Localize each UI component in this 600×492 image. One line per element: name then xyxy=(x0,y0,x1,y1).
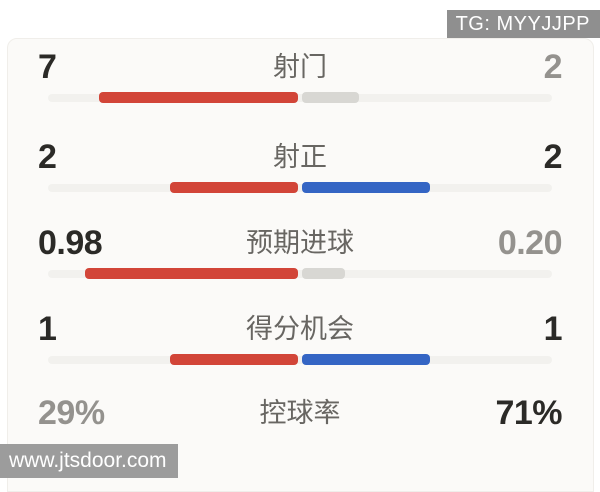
stat-row-shots-on-target: 2 射正 2 xyxy=(0,136,600,200)
stat-label: 控球率 xyxy=(259,398,341,428)
comparison-bar xyxy=(0,182,600,194)
stat-values: 1 得分机会 1 xyxy=(0,308,600,350)
stat-label: 射正 xyxy=(273,142,327,172)
away-bar xyxy=(302,182,430,193)
away-bar xyxy=(302,92,359,103)
bar-track xyxy=(48,270,552,278)
home-bar xyxy=(85,268,298,279)
match-stats-screen: TG: MYYJJPP 7 射门 2 2 射正 2 0.98 预期进球 0.20 xyxy=(0,10,600,492)
home-value: 0.98 xyxy=(38,224,103,262)
away-value: 1 xyxy=(543,310,563,348)
tg-badge: TG: MYYJJPP xyxy=(446,10,600,38)
away-value: 2 xyxy=(543,138,563,176)
stat-values: 2 射正 2 xyxy=(0,136,600,178)
comparison-bar xyxy=(0,268,600,280)
comparison-bar xyxy=(0,92,600,104)
stat-values: 7 射门 2 xyxy=(0,46,600,88)
bar-track xyxy=(48,184,552,192)
away-bar xyxy=(302,354,430,365)
stat-values: 29% 控球率 71% xyxy=(0,392,600,434)
away-value: 0.20 xyxy=(497,224,563,262)
home-value: 2 xyxy=(38,138,57,176)
stat-label: 预期进球 xyxy=(246,228,354,258)
stat-row-shots: 7 射门 2 xyxy=(0,46,600,110)
stat-row-big-chances: 1 得分机会 1 xyxy=(0,308,600,372)
home-value: 7 xyxy=(38,48,57,86)
stat-row-possession: 29% 控球率 71% xyxy=(0,392,600,456)
home-value: 29% xyxy=(38,394,105,432)
home-value: 1 xyxy=(38,310,57,348)
comparison-bar xyxy=(0,354,600,366)
stat-row-expected-goals: 0.98 预期进球 0.20 xyxy=(0,222,600,286)
home-bar xyxy=(170,182,298,193)
bar-track xyxy=(48,94,552,102)
home-bar xyxy=(99,92,298,103)
stats-card xyxy=(7,38,594,492)
away-value: 71% xyxy=(495,394,562,432)
home-bar xyxy=(170,354,298,365)
stat-values: 0.98 预期进球 0.20 xyxy=(0,222,600,264)
site-watermark: www.jtsdoor.com xyxy=(0,444,178,478)
away-value: 2 xyxy=(543,48,563,86)
bar-track xyxy=(48,356,552,364)
stat-label: 射门 xyxy=(273,52,327,82)
stat-label: 得分机会 xyxy=(246,314,354,344)
away-bar xyxy=(302,268,345,279)
